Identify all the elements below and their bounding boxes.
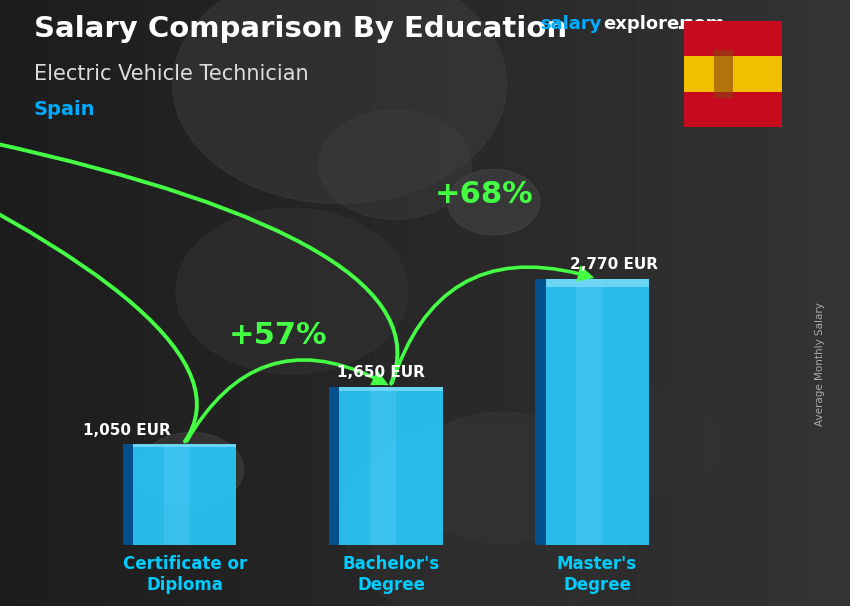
Bar: [536, 279, 546, 545]
Bar: [684, 21, 782, 56]
Circle shape: [176, 208, 408, 374]
Circle shape: [409, 412, 593, 544]
Circle shape: [448, 169, 540, 235]
Bar: [164, 444, 190, 545]
Text: Electric Vehicle Technician: Electric Vehicle Technician: [34, 64, 309, 84]
Circle shape: [342, 419, 633, 606]
Bar: [133, 444, 236, 545]
Text: Salary Comparison By Education: Salary Comparison By Education: [34, 15, 567, 43]
FancyArrowPatch shape: [184, 358, 388, 443]
Circle shape: [319, 110, 472, 219]
Text: explorer: explorer: [604, 15, 689, 33]
FancyArrowPatch shape: [390, 265, 594, 384]
Text: 1,050 EUR: 1,050 EUR: [83, 422, 171, 438]
Bar: [339, 387, 443, 545]
Text: .com: .com: [676, 15, 724, 33]
Bar: [329, 387, 339, 545]
Text: +57%: +57%: [229, 321, 327, 350]
Text: Average Monthly Salary: Average Monthly Salary: [815, 302, 825, 425]
Circle shape: [139, 433, 243, 507]
Bar: [546, 279, 649, 545]
Bar: [546, 279, 649, 287]
Bar: [339, 387, 443, 391]
Bar: [123, 444, 133, 545]
Text: 2,770 EUR: 2,770 EUR: [570, 257, 658, 272]
Text: Spain: Spain: [34, 100, 95, 119]
Bar: [714, 50, 733, 98]
Bar: [133, 444, 236, 447]
Bar: [684, 56, 782, 92]
Bar: [371, 387, 396, 545]
Circle shape: [578, 390, 724, 494]
Text: +68%: +68%: [434, 181, 533, 210]
Text: salary: salary: [540, 15, 601, 33]
Text: 1,650 EUR: 1,650 EUR: [337, 365, 425, 380]
Bar: [576, 279, 602, 545]
Circle shape: [173, 0, 507, 204]
Bar: [684, 92, 782, 127]
